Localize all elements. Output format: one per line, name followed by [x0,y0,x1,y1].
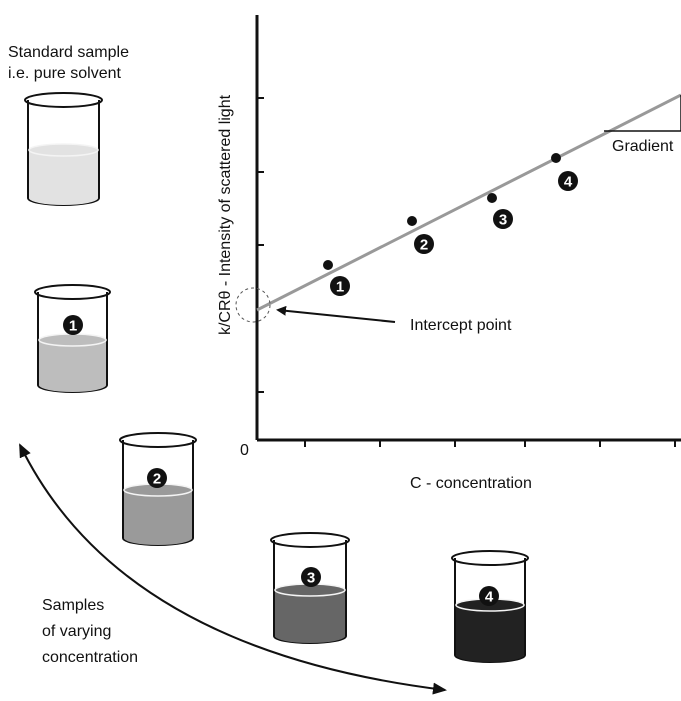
beaker-rim [34,284,111,300]
standard-sample-text: i.e. pure solvent [8,65,122,82]
y-axis-label: k/CRθ - Intensity of scattered light [217,94,234,335]
data-point [407,216,417,226]
number-badge [414,234,434,254]
number-badge [301,567,321,587]
liquid-surface [38,333,107,347]
beaker-liquid [275,590,345,643]
samples-caption: of varying [42,623,111,640]
number-label: 3 [307,570,315,587]
liquid-surface [28,143,99,157]
beaker-liquid [456,605,524,662]
number-label: 1 [336,279,344,296]
number-badge [479,586,499,606]
number-badge [147,468,167,488]
beaker-liquid [124,490,192,545]
beaker-rim [119,432,197,448]
data-point [323,260,333,270]
x-axis-label: C - concentration [410,475,532,492]
origin-label: 0 [240,442,249,459]
beaker-rim [270,532,350,548]
number-badge [63,315,83,335]
number-label: 2 [420,237,428,254]
trend-line [256,93,681,312]
data-point [487,193,497,203]
beaker-liquid [29,150,98,205]
beaker-rim [451,550,529,566]
standard-sample-text: Standard sample [8,44,129,61]
number-label: 4 [485,589,494,606]
number-badge [493,209,513,229]
number-label: 1 [69,318,77,335]
samples-caption: Samples [42,597,104,614]
gradient-triangle [604,95,681,132]
number-label: 3 [499,212,507,229]
number-badge [330,276,350,296]
samples-caption: concentration [42,649,138,666]
intercept-circle [235,287,271,323]
intercept-arrow [276,305,396,323]
number-badge [558,171,578,191]
beaker-rim [24,92,103,108]
intercept-label: Intercept point [410,317,512,334]
number-label: 4 [564,174,573,191]
beaker-liquid [39,340,106,393]
data-point [551,153,561,163]
samples-arrow [19,443,447,695]
gradient-label: Gradient [612,138,674,155]
number-label: 2 [153,471,161,488]
ticks [257,97,676,447]
